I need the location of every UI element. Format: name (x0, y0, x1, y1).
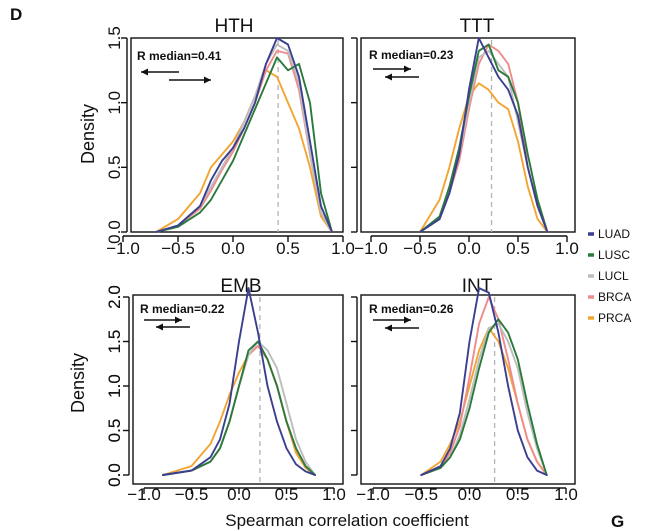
density-curve-luad (419, 37, 549, 233)
density-curve-brca (420, 296, 548, 476)
median-annotation: R median=0.23 (369, 48, 454, 62)
direction-arrows (373, 316, 419, 332)
y-tick-label: 2.0 (105, 285, 124, 309)
corner-letter: G (611, 512, 624, 531)
direction-arrows (144, 316, 190, 331)
plot-frame (360, 294, 576, 485)
density-curve-lucl (155, 43, 333, 233)
density-curve-luad (155, 37, 333, 233)
median-annotation: R median=0.26 (369, 302, 454, 316)
x-tick-label: 0.0 (221, 239, 245, 258)
panel-int: INT−1.0 −0.5 0.0 0.5 1.00.00.51.01.52.0R med… (105, 276, 578, 504)
y-axis-label-top: Density (78, 104, 98, 164)
plot-frame (360, 37, 576, 233)
density-curve-lusc (155, 56, 333, 233)
y-tick-label: 1.5 (105, 330, 124, 354)
density-curve-lucl (419, 49, 549, 233)
legend-label-luad: LUAD (598, 227, 630, 241)
median-annotation: R median=0.41 (137, 49, 222, 63)
legend: LUAD LUSC LUCL BRCA PRCA (588, 227, 631, 325)
plot-frame (132, 294, 344, 485)
panel-letter: D (10, 5, 22, 24)
legend-label-lucl: LUCL (598, 269, 629, 283)
y-tick-label: 1.0 (105, 91, 124, 115)
density-curve-brca (155, 49, 333, 233)
y-tick-label: 0.0 (105, 220, 124, 244)
x-tick-label: 0.0 (458, 485, 482, 504)
x-axis-label: Spearman correlation coefficient (225, 511, 469, 530)
x-tick-label: 0.5 (275, 485, 299, 504)
panel-hth: HTH −1.0 −0.5 0.0 0.5 1.0 0.0 0.5 1.0 1.5 R median… (105, 16, 355, 258)
panel-title: TTT (460, 16, 495, 37)
density-curve-lusc (420, 318, 548, 476)
x-tick-label: −1.0 (127, 485, 161, 504)
x-tick-label: −1.0 (354, 239, 388, 258)
y-tick-label: 1.5 (105, 330, 124, 354)
y-axis-label-bottom: Density (68, 353, 88, 413)
x-tick-label: −1.0 (356, 485, 390, 504)
density-curve-lusc (162, 340, 316, 476)
x-tick-label: 0.0 (227, 485, 251, 504)
legend-label-brca: BRCA (598, 290, 631, 304)
y-tick-label: 1.0 (105, 374, 124, 398)
panels: HTH −1.0 −0.5 0.0 0.5 1.0 0.0 0.5 1.0 1.5 R median… (105, 16, 579, 504)
x-tick-label: −0.5 (403, 239, 437, 258)
direction-arrows (373, 65, 419, 81)
x-tick-label: −1.0 (106, 239, 140, 258)
x-tick-label: 1.0 (322, 485, 346, 504)
density-curve-luad (162, 287, 316, 476)
legend-label-lusc: LUSC (598, 248, 630, 262)
y-tick-label: 1.5 (105, 26, 124, 50)
x-tick-label: 1.0 (331, 239, 355, 258)
density-curve-brca (419, 43, 549, 233)
plot-frame (130, 37, 344, 233)
x-tick-label: 0.0 (457, 239, 481, 258)
panel-emb: EMB −1.0 −0.5 0.0 0.5 1.0 0.0 0.5 1.0 1.5 2.0 R med… (105, 276, 346, 504)
direction-arrows (141, 68, 211, 84)
panel-ttt: TTT −1.0 −0.5 0.0 0.5 1.0 R median=0.23 (351, 16, 579, 258)
y-tick-label: 0.0 (105, 463, 124, 487)
y-tick-label: 0.5 (105, 419, 124, 443)
x-tick-label: 1.0 (555, 239, 579, 258)
y-tick-label: 1.0 (105, 374, 124, 398)
y-tick-label: 0.0 (105, 463, 124, 487)
y-tick-label: 0.5 (105, 419, 124, 443)
legend-label-prca: PRCA (598, 311, 631, 325)
density-curve-prca (162, 345, 316, 476)
y-tick-label: 2.0 (105, 285, 124, 309)
density-curve-prca (419, 82, 549, 233)
y-tick-label: 0.5 (105, 156, 124, 180)
density-curve-lucl (162, 340, 316, 476)
median-annotation: R median=0.22 (140, 302, 225, 316)
x-tick-label: 1.0 (554, 485, 578, 504)
panel-title: EMB (220, 276, 261, 297)
x-tick-label: 0.5 (506, 239, 530, 258)
x-tick-label: 0.5 (506, 485, 530, 504)
x-tick-label: −0.5 (404, 485, 438, 504)
x-tick-label: −0.5 (161, 239, 195, 258)
density-curve-prca (155, 69, 333, 233)
density-curve-lusc (419, 43, 549, 233)
density-curve-luad (420, 287, 548, 476)
panel-title: HTH (214, 16, 253, 37)
density-curve-brca (162, 345, 316, 476)
x-tick-label: 0.5 (276, 239, 300, 258)
density-curve-lucl (420, 322, 548, 476)
x-tick-label: −0.5 (175, 485, 209, 504)
